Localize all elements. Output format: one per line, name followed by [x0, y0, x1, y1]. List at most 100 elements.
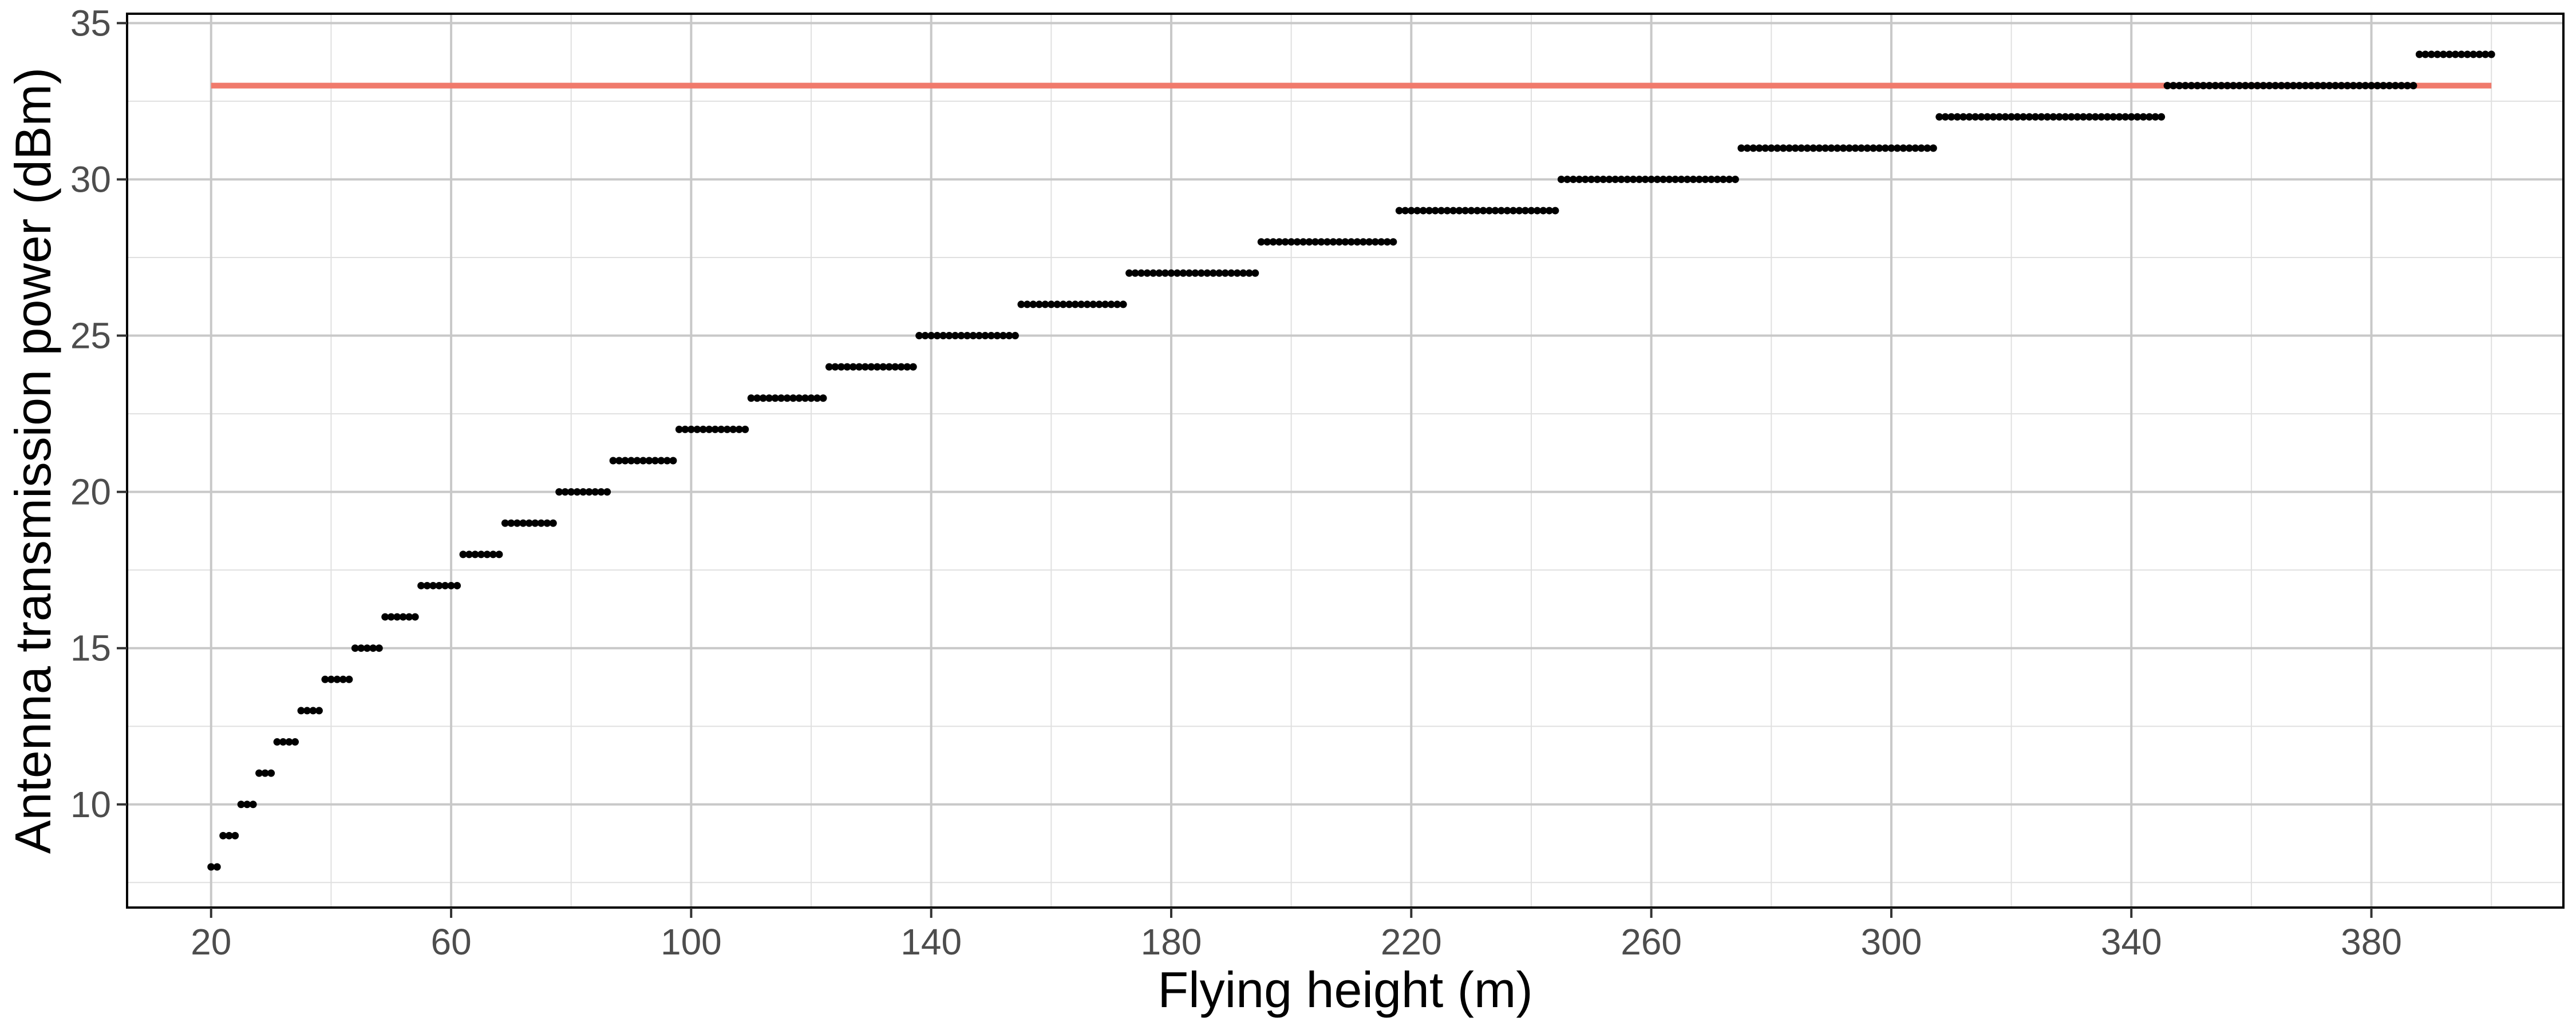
data-point — [369, 644, 377, 652]
data-point — [2265, 82, 2273, 90]
data-point — [801, 394, 809, 402]
data-point — [1822, 144, 1830, 152]
data-point — [1191, 269, 1199, 277]
data-point — [1959, 113, 1967, 121]
data-point — [2283, 82, 2291, 90]
x-tick-label: 220 — [1381, 921, 1442, 962]
data-point — [1851, 144, 1859, 152]
data-point — [2079, 113, 2087, 121]
data-point — [2301, 82, 2309, 90]
data-point — [747, 394, 755, 402]
data-point — [1341, 238, 1349, 246]
x-axis-ticks: 20 60 100 140 180 220 260 300 340 380 — [191, 908, 2402, 962]
data-point — [1515, 207, 1523, 215]
data-point — [855, 363, 863, 371]
data-point — [1846, 144, 1854, 152]
data-point — [2008, 113, 2016, 121]
data-point — [327, 675, 335, 683]
data-point — [2229, 82, 2237, 90]
data-point — [1371, 238, 1379, 246]
data-point — [2223, 82, 2231, 90]
data-point — [1209, 269, 1217, 277]
data-point — [1389, 238, 1397, 246]
data-point — [2043, 113, 2051, 121]
data-point — [1773, 144, 1781, 152]
data-point — [225, 831, 233, 839]
data-point — [1083, 300, 1091, 308]
data-point — [651, 457, 659, 465]
data-point — [1953, 113, 1961, 121]
data-point — [621, 457, 629, 465]
data-point — [645, 457, 653, 465]
data-point — [1593, 175, 1601, 183]
data-point — [2073, 113, 2081, 121]
data-point — [1941, 113, 1949, 121]
data-point — [1336, 238, 1344, 246]
data-point — [1803, 144, 1811, 152]
data-point — [825, 363, 833, 371]
data-point — [423, 581, 431, 589]
data-point — [1251, 269, 1259, 277]
data-point — [2206, 82, 2214, 90]
data-point — [819, 394, 827, 402]
data-point — [669, 457, 677, 465]
data-point — [1305, 238, 1313, 246]
data-point — [993, 332, 1001, 340]
x-tick-label: 60 — [430, 921, 471, 962]
data-point — [1425, 207, 1433, 215]
x-axis-title: Flying height (m) — [1157, 961, 1532, 1018]
data-point — [933, 332, 941, 340]
data-point — [1977, 113, 1985, 121]
data-point — [1617, 175, 1625, 183]
data-point — [1569, 175, 1577, 183]
data-point — [2427, 50, 2435, 58]
data-point — [1503, 207, 1511, 215]
data-point — [1599, 175, 1607, 183]
data-point — [291, 738, 299, 746]
data-point — [1053, 300, 1061, 308]
data-point — [591, 488, 599, 496]
data-point — [297, 707, 305, 715]
data-point — [891, 363, 899, 371]
data-point — [1611, 175, 1619, 183]
data-point — [1125, 269, 1133, 277]
data-point — [2445, 50, 2453, 58]
data-point — [453, 581, 461, 589]
data-point — [1491, 207, 1499, 215]
data-point — [495, 550, 503, 558]
y-tick-label: 15 — [70, 628, 111, 669]
plot-background — [127, 14, 2563, 908]
data-point — [1293, 238, 1301, 246]
data-point — [429, 581, 437, 589]
data-point — [2289, 82, 2297, 90]
data-point — [2146, 113, 2154, 121]
data-point — [1996, 113, 2004, 121]
data-point — [1221, 269, 1229, 277]
data-point — [519, 519, 527, 527]
data-point — [1215, 269, 1223, 277]
data-point — [1647, 175, 1656, 183]
data-point — [2403, 82, 2411, 90]
data-point — [1635, 175, 1643, 183]
data-point — [2373, 82, 2381, 90]
data-point — [315, 707, 323, 715]
data-point — [885, 363, 893, 371]
data-point — [2001, 113, 2009, 121]
data-point — [2158, 113, 2166, 121]
data-point — [1539, 207, 1547, 215]
data-point — [2337, 82, 2345, 90]
data-point — [1017, 300, 1025, 308]
data-point — [561, 488, 569, 496]
data-point — [1143, 269, 1151, 277]
data-point — [1137, 269, 1145, 277]
data-point — [873, 363, 881, 371]
data-point — [1605, 175, 1613, 183]
data-point — [1473, 207, 1481, 215]
data-point — [1869, 144, 1877, 152]
data-point — [333, 675, 341, 683]
data-point — [393, 613, 401, 621]
data-point — [1437, 207, 1445, 215]
data-point — [723, 425, 731, 433]
data-point — [1257, 238, 1265, 246]
data-point — [2163, 82, 2171, 90]
